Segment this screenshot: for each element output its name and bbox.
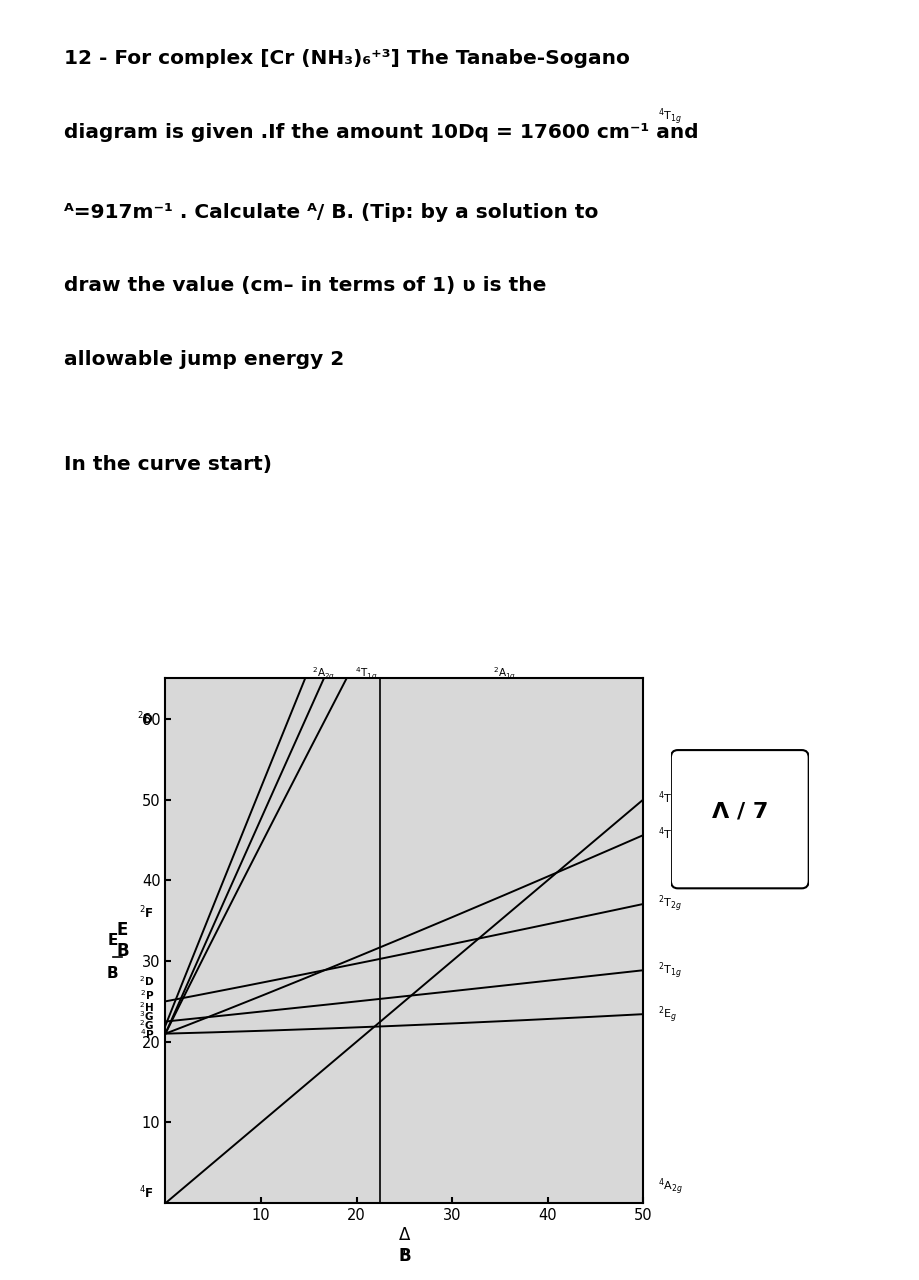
Text: $^4$T$_{1g}$: $^4$T$_{1g}$ <box>355 666 378 682</box>
Text: $^2$G: $^2$G <box>139 1019 154 1033</box>
Text: Λ / 7: Λ / 7 <box>711 801 768 822</box>
Text: In the curve start): In the curve start) <box>64 454 272 474</box>
Text: $^4$F: $^4$F <box>139 1185 154 1202</box>
FancyBboxPatch shape <box>671 750 809 888</box>
Text: E: E <box>108 933 118 948</box>
Text: draw the value (cm– in terms of 1) ʋ is the: draw the value (cm– in terms of 1) ʋ is … <box>64 276 547 296</box>
Text: $^3$G: $^3$G <box>139 1009 154 1023</box>
Text: B: B <box>107 965 119 980</box>
X-axis label: $\Delta$
B: $\Delta$ B <box>398 1226 411 1265</box>
Text: allowable jump energy 2: allowable jump energy 2 <box>64 351 345 369</box>
Text: $^4$T$_{1g}$: $^4$T$_{1g}$ <box>658 824 682 846</box>
Text: $^4$P: $^4$P <box>140 1027 154 1041</box>
Text: $^2$E$_g$: $^2$E$_g$ <box>658 1004 676 1025</box>
Text: $^2$P: $^2$P <box>140 988 154 1002</box>
Text: $^4$T$_{2g}$: $^4$T$_{2g}$ <box>658 788 682 810</box>
Text: $^4$T$_{1g}$: $^4$T$_{1g}$ <box>658 106 682 127</box>
Text: $^2$T$_{1g}$: $^2$T$_{1g}$ <box>658 960 682 980</box>
Text: $^2$T$_{2g}$: $^2$T$_{2g}$ <box>658 893 682 914</box>
Text: ᴬ=917m⁻¹ . Calculate ᴬ/ B. (Tip: by a solution to: ᴬ=917m⁻¹ . Calculate ᴬ/ B. (Tip: by a so… <box>64 202 598 221</box>
Y-axis label: E
B: E B <box>116 922 129 960</box>
Text: $^2$A$_{1g}$: $^2$A$_{1g}$ <box>494 666 516 682</box>
Text: $^2$F: $^2$F <box>139 904 154 920</box>
Text: $^2$D: $^2$D <box>137 710 154 727</box>
Text: diagram is given .If the amount 10Dq = 17600 cm⁻¹ and: diagram is given .If the amount 10Dq = 1… <box>64 123 699 142</box>
Text: $^2$H: $^2$H <box>139 1000 154 1014</box>
Text: $^2$A$_{2g}$: $^2$A$_{2g}$ <box>312 666 335 682</box>
Text: 12 - For complex [Cr (NH₃)₆⁺³] The Tanabe-Sogano: 12 - For complex [Cr (NH₃)₆⁺³] The Tanab… <box>64 49 630 68</box>
Text: $^4$A$_{2g}$: $^4$A$_{2g}$ <box>658 1176 682 1197</box>
Text: $^2$D: $^2$D <box>139 974 154 988</box>
